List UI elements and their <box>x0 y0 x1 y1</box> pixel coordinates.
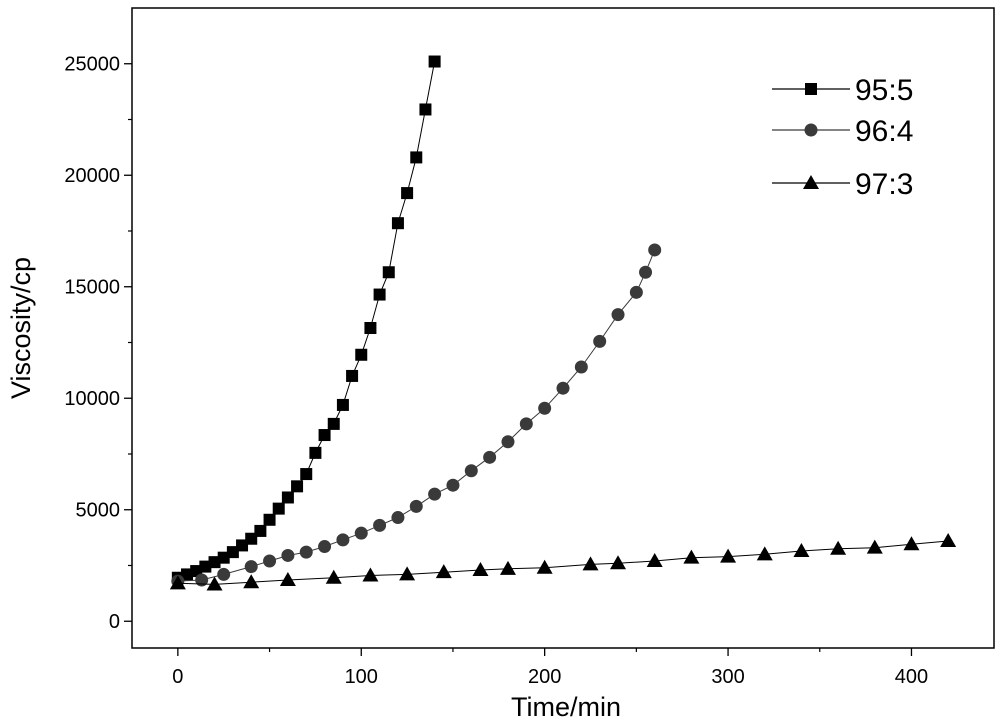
data-point <box>429 56 441 68</box>
legend-label: 97:3 <box>855 168 913 201</box>
data-point <box>428 488 441 501</box>
data-point <box>399 566 415 580</box>
y-tick-label: 10000 <box>64 388 120 410</box>
series-line <box>178 541 948 584</box>
data-point <box>720 549 736 563</box>
data-point <box>337 399 349 411</box>
data-point <box>346 370 358 382</box>
data-point <box>328 418 340 430</box>
data-point <box>483 451 496 464</box>
data-point <box>648 243 661 256</box>
data-point <box>355 527 368 540</box>
data-point <box>217 568 230 581</box>
data-point <box>557 382 570 395</box>
data-point <box>419 103 431 115</box>
data-point <box>410 500 423 513</box>
series-1 <box>172 56 441 584</box>
x-tick-label: 100 <box>345 666 378 688</box>
data-point <box>683 550 699 564</box>
legend-marker <box>805 124 818 137</box>
data-point <box>273 503 285 515</box>
data-point <box>867 540 883 554</box>
data-point <box>282 491 294 503</box>
series-2 <box>171 243 661 587</box>
data-point <box>309 447 321 459</box>
y-tick-label: 20000 <box>64 165 120 187</box>
data-point <box>362 568 378 582</box>
x-tick-label: 0 <box>172 666 183 688</box>
data-point <box>374 289 386 301</box>
x-tick-label: 300 <box>711 666 744 688</box>
data-point <box>319 429 331 441</box>
y-axis-title: Viscosity/cp <box>6 257 36 399</box>
data-point <box>630 286 643 299</box>
data-point <box>446 479 459 492</box>
data-point <box>500 561 516 575</box>
x-tick-label: 400 <box>895 666 928 688</box>
data-point <box>355 349 367 361</box>
legend: 95:5 96:4 97:3 <box>772 74 913 201</box>
data-point <box>364 322 376 334</box>
data-point <box>245 560 258 573</box>
data-point <box>300 468 312 480</box>
data-point <box>391 511 404 524</box>
data-point <box>318 540 331 553</box>
data-point <box>520 417 533 430</box>
data-point <box>639 266 652 279</box>
y-tick-label: 5000 <box>76 500 121 522</box>
data-point <box>410 151 422 163</box>
data-point <box>326 570 342 584</box>
data-point <box>593 335 606 348</box>
data-point <box>538 402 551 415</box>
data-point <box>940 533 956 547</box>
data-point <box>373 519 386 532</box>
legend-marker <box>803 175 819 189</box>
x-tick-label: 200 <box>528 666 561 688</box>
x-axis-title: Time/min <box>511 692 621 722</box>
y-axis-ticks: 0 5000 10000 15000 20000 25000 <box>64 54 132 633</box>
data-point <box>465 464 478 477</box>
data-point <box>537 560 553 574</box>
data-point <box>263 555 276 568</box>
data-point <box>583 556 599 570</box>
y-tick-label: 25000 <box>64 54 120 76</box>
data-point <box>793 543 809 557</box>
series-line <box>178 250 655 581</box>
series-layer <box>170 56 956 591</box>
data-point <box>612 308 625 321</box>
data-point <box>264 514 276 526</box>
data-point <box>383 266 395 278</box>
data-point <box>243 574 259 588</box>
x-axis-ticks: 0 100 200 300 400 <box>172 648 928 688</box>
data-point <box>401 187 413 199</box>
data-point <box>280 572 296 586</box>
data-point <box>300 546 313 559</box>
data-point <box>472 562 488 576</box>
legend-label: 96:4 <box>855 115 913 148</box>
series-line <box>178 62 435 578</box>
y-tick-label: 0 <box>109 611 120 633</box>
y-tick-label: 15000 <box>64 277 120 299</box>
legend-label: 95:5 <box>855 74 913 107</box>
data-point <box>610 555 626 569</box>
data-point <box>436 564 452 578</box>
data-point <box>575 361 588 374</box>
data-point <box>336 533 349 546</box>
data-point <box>501 435 514 448</box>
data-point <box>291 480 303 492</box>
data-point <box>830 541 846 555</box>
data-point <box>254 525 266 537</box>
legend-marker <box>805 83 817 95</box>
data-point <box>392 217 404 229</box>
data-point <box>281 549 294 562</box>
